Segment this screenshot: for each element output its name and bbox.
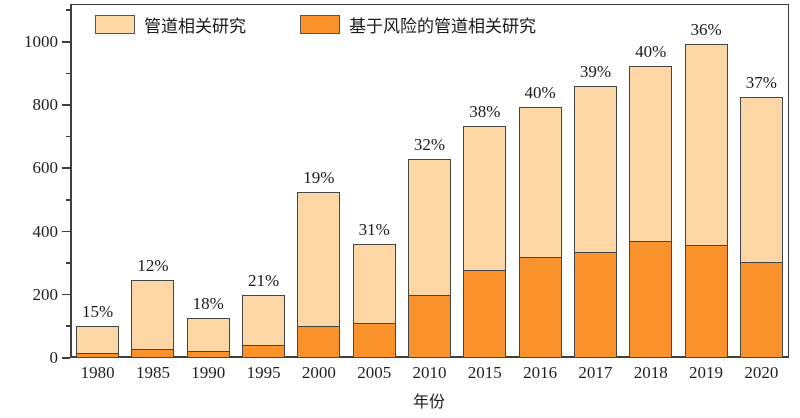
x-tick-label: 2020 bbox=[744, 363, 779, 382]
x-axis-title: 年份 bbox=[412, 394, 446, 411]
y-tick-label: 200 bbox=[32, 284, 59, 304]
bar-risk-based bbox=[76, 353, 120, 358]
y-minor-tick bbox=[66, 262, 70, 264]
y-major-tick bbox=[62, 293, 70, 296]
bar-risk-based bbox=[463, 270, 507, 358]
bar-risk-based bbox=[131, 348, 175, 358]
y-tick-label: 600 bbox=[32, 158, 59, 178]
percent-label: 38% bbox=[469, 101, 501, 121]
bar-risk-based bbox=[408, 294, 451, 358]
bar-risk-based bbox=[297, 326, 341, 358]
y-minor-tick bbox=[66, 72, 70, 75]
percent-label: 36% bbox=[690, 19, 722, 39]
bar-total bbox=[131, 279, 175, 358]
x-tick-label: 2005 bbox=[357, 363, 392, 382]
y-tick-label: 400 bbox=[32, 221, 59, 241]
y-minor-tick bbox=[66, 325, 70, 327]
y-tick-label: 0 bbox=[49, 348, 59, 367]
legend-entry-pipeline: 管道相关研究 bbox=[95, 12, 246, 37]
bar-risk-based bbox=[242, 344, 286, 358]
percent-label: 18% bbox=[192, 294, 224, 314]
percent-label: 15% bbox=[82, 302, 114, 322]
y-major-tick bbox=[62, 167, 70, 169]
y-minor-tick bbox=[66, 135, 70, 138]
bar-risk-based bbox=[573, 252, 617, 358]
percent-label: 31% bbox=[358, 220, 390, 240]
percent-label: 40% bbox=[524, 82, 556, 102]
legend-label-pipeline: 管道相关研究 bbox=[144, 17, 246, 36]
x-tick-label: 2016 bbox=[523, 363, 558, 382]
bar-total bbox=[76, 326, 120, 358]
x-tick-label: 2015 bbox=[467, 363, 502, 382]
y-major-tick bbox=[62, 230, 70, 233]
x-tick-label: 2000 bbox=[301, 363, 336, 382]
percent-label: 21% bbox=[247, 270, 280, 290]
percent-label: 37% bbox=[745, 73, 777, 93]
x-tick-label: 2010 bbox=[412, 363, 447, 382]
y-minor-tick bbox=[66, 198, 70, 201]
bar-risk-based bbox=[739, 261, 783, 358]
x-tick-label: 2018 bbox=[633, 363, 668, 382]
legend-swatch-risk-based bbox=[300, 15, 340, 34]
y-tick-label: 800 bbox=[32, 95, 59, 115]
bar-risk-based bbox=[629, 241, 673, 358]
y-major-tick bbox=[62, 40, 70, 43]
y-minor-tick bbox=[66, 9, 70, 11]
x-tick-label: 2017 bbox=[578, 363, 613, 382]
legend-swatch-pipeline bbox=[95, 15, 135, 34]
x-tick-label: 2019 bbox=[689, 363, 724, 382]
legend-label-risk-based: 基于风险的管道相关研究 bbox=[349, 17, 536, 36]
percent-label: 40% bbox=[635, 41, 667, 61]
x-tick-label: 1990 bbox=[191, 363, 226, 382]
percent-label: 19% bbox=[303, 168, 335, 188]
bar-risk-based bbox=[186, 351, 230, 358]
percent-label: 12% bbox=[137, 255, 169, 275]
x-tick-label: 1995 bbox=[246, 363, 281, 382]
bar-risk-based bbox=[352, 323, 396, 358]
percent-label: 39% bbox=[579, 62, 612, 82]
bar-risk-based bbox=[518, 257, 562, 358]
x-tick-label: 1980 bbox=[80, 363, 115, 382]
percent-label: 32% bbox=[413, 134, 446, 154]
x-tick-label: 1985 bbox=[135, 363, 170, 382]
bar-risk-based bbox=[684, 244, 728, 358]
y-tick-label: 1000 bbox=[24, 31, 58, 51]
y-major-tick bbox=[62, 104, 70, 106]
y-major-tick bbox=[62, 357, 70, 359]
legend-entry-risk-based: 基于风险的管道相关研究 bbox=[300, 12, 536, 37]
